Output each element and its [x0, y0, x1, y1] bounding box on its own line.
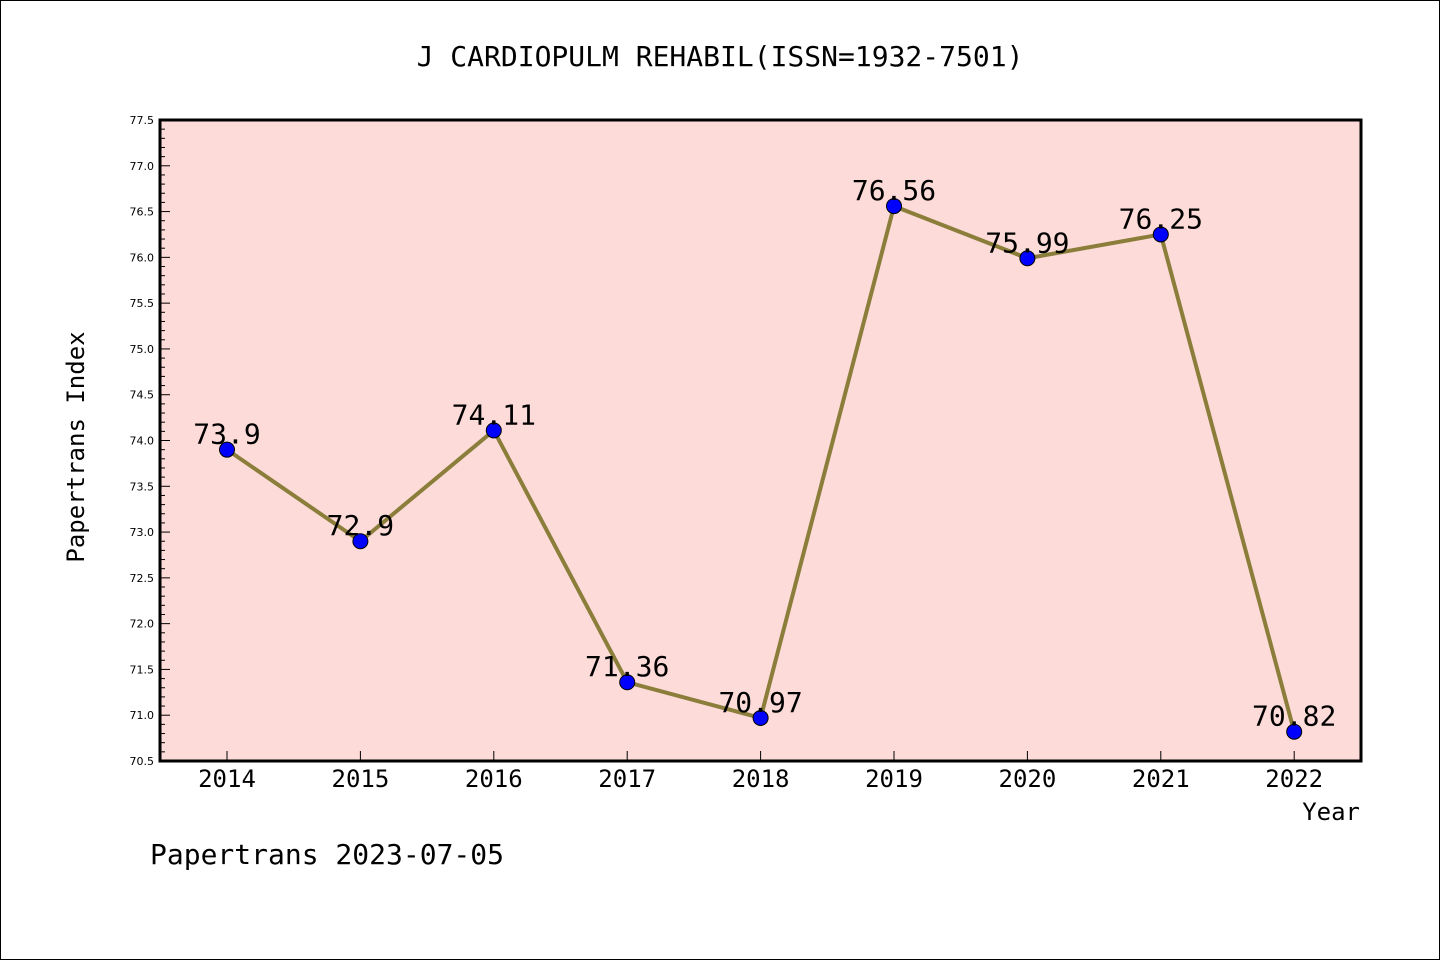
data-label: 72.9 — [327, 509, 394, 542]
y-tick-label: 74.5 — [130, 389, 155, 402]
data-label: 75.99 — [985, 226, 1069, 259]
y-tick-label: 73.5 — [130, 480, 155, 493]
chart-title: J CARDIOPULM REHABIL(ISSN=1932-7501) — [417, 40, 1024, 73]
y-tick-label: 74.0 — [130, 435, 155, 448]
x-tick-label: 2018 — [732, 765, 790, 793]
y-tick-label: 71.5 — [130, 663, 155, 676]
x-tick-label: 2022 — [1265, 765, 1323, 793]
x-tick-label: 2019 — [865, 765, 923, 793]
data-label: 73.9 — [193, 418, 260, 451]
y-tick-label: 70.5 — [130, 755, 155, 768]
data-point — [352, 533, 369, 550]
x-tick-label: 2015 — [332, 765, 390, 793]
y-tick-label: 71.0 — [130, 709, 155, 722]
data-point — [886, 198, 902, 215]
y-axis: 70.5 71.0 71.5 72.0 72.5 73.0 73.5 74.0 74.5 75.0… — [130, 114, 170, 768]
data-label: 71.36 — [585, 650, 669, 683]
x-tick-label: 2020 — [999, 765, 1057, 793]
y-axis-label: Papertrans Index — [62, 331, 90, 562]
data-point — [219, 441, 235, 458]
x-axis: 2014 2015 2016 2017 2018 2019 2020 2021 2022 — [198, 751, 1323, 793]
data-labels: 73.9 72.9 74.11 71.36 70.97 76.56 75.99 76.25 70… — [193, 174, 1336, 733]
y-tick-label: 75.0 — [130, 343, 155, 356]
data-label: 74.11 — [452, 398, 536, 431]
x-tick-label: 2016 — [465, 765, 523, 793]
y-tick-label: 72.5 — [130, 572, 155, 585]
y-tick-label: 72.0 — [130, 618, 155, 631]
x-tick-label: 2021 — [1132, 765, 1190, 793]
y-tick-label: 76.0 — [130, 251, 155, 264]
y-tick-label: 73.0 — [130, 526, 155, 539]
x-tick-label: 2014 — [198, 765, 256, 793]
x-axis-label: Year — [1302, 798, 1360, 826]
data-point — [485, 422, 502, 439]
data-point — [1019, 250, 1036, 267]
x-tick-label: 2017 — [598, 765, 656, 793]
y-tick-label: 77.5 — [130, 114, 155, 127]
y-tick-label: 77.0 — [130, 160, 155, 173]
data-point — [1286, 723, 1303, 740]
data-point — [1152, 226, 1169, 243]
y-tick-label: 75.5 — [130, 297, 155, 310]
series-markers — [219, 198, 1303, 740]
data-point — [752, 709, 769, 726]
data-label: 76.56 — [852, 174, 936, 207]
data-label: 76.25 — [1119, 202, 1203, 235]
y-tick-label: 76.5 — [130, 206, 155, 219]
data-label: 70.82 — [1252, 700, 1336, 733]
footer-text: Papertrans 2023-07-05 — [150, 838, 504, 871]
data-point — [619, 674, 636, 691]
data-label: 70.97 — [718, 686, 802, 719]
